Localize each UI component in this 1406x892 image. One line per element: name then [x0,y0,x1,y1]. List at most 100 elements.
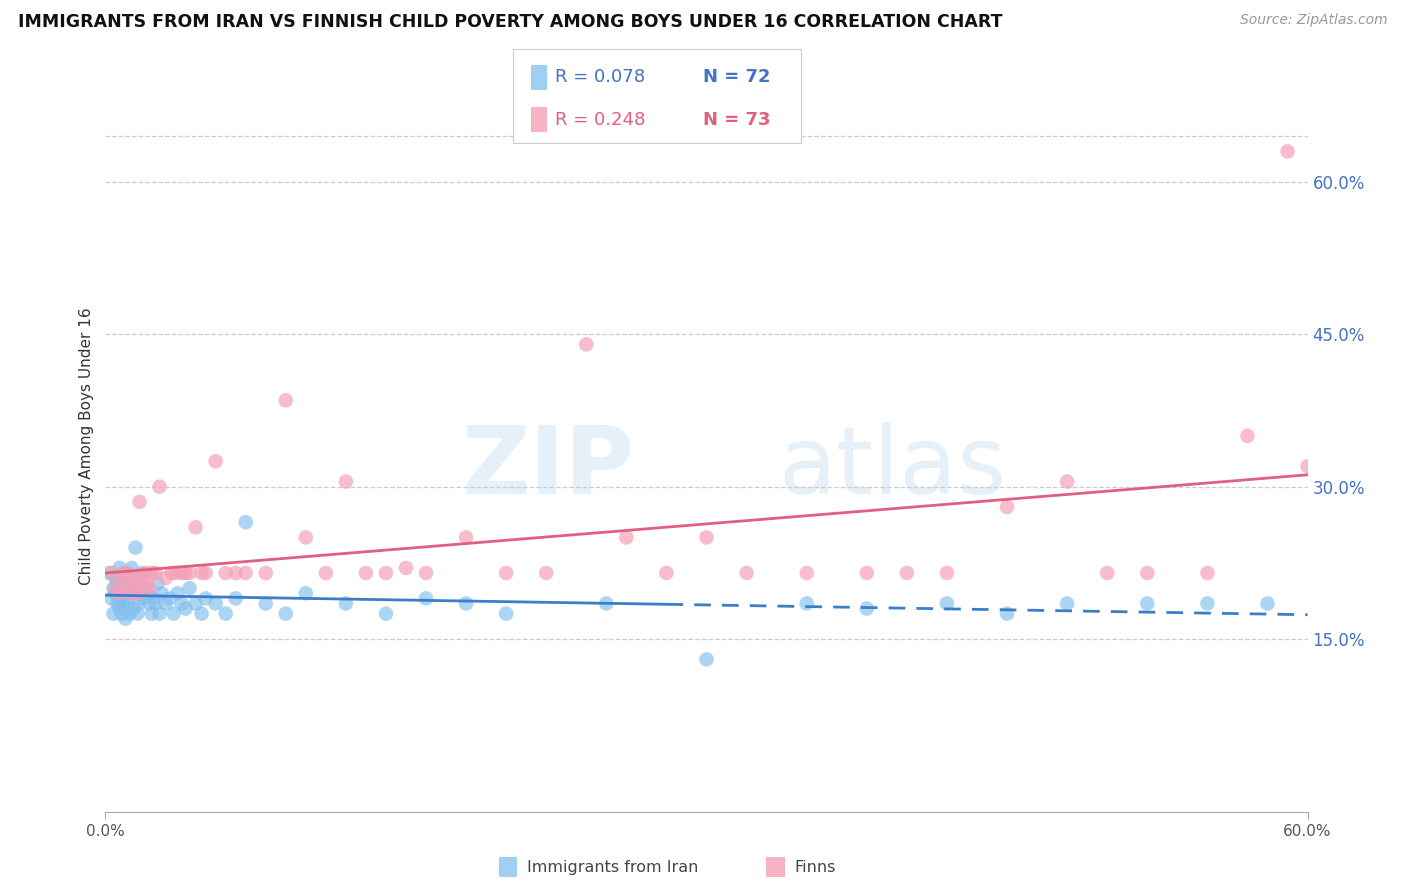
Point [295,530,318,544]
Point [131,571,153,585]
Point [315,566,337,580]
Point [534,566,557,580]
Point [114,586,136,600]
Point [124,576,146,591]
Point [110,607,132,621]
Point [335,475,357,489]
Text: Immigrants from Iran: Immigrants from Iran [527,860,699,874]
Point [165,566,187,580]
Text: IMMIGRANTS FROM IRAN VS FINNISH CHILD POVERTY AMONG BOYS UNDER 16 CORRELATION CH: IMMIGRANTS FROM IRAN VS FINNISH CHILD PO… [18,13,1002,31]
Point [108,561,131,575]
Point [112,597,135,611]
Text: R = 0.248: R = 0.248 [555,111,645,128]
Point [235,566,257,580]
Point [100,566,122,580]
Point [655,566,678,580]
Point [142,591,165,606]
Point [148,607,170,621]
Point [190,607,212,621]
Point [374,566,398,580]
Point [110,571,132,585]
Point [146,576,169,591]
Point [170,566,193,580]
Point [335,597,357,611]
Point [135,566,157,580]
Point [132,591,155,606]
Point [235,515,257,529]
Point [124,586,146,600]
Point [1056,475,1078,489]
Point [179,581,201,595]
Point [104,571,127,585]
Point [118,576,141,591]
Text: N = 73: N = 73 [703,111,770,128]
Point [395,561,418,575]
Point [118,571,141,585]
Text: Source: ZipAtlas.com: Source: ZipAtlas.com [1240,13,1388,28]
Point [114,612,136,626]
Point [108,586,131,600]
Point [735,566,758,580]
Text: R = 0.078: R = 0.078 [555,69,645,87]
Point [936,597,959,611]
Point [170,597,193,611]
Point [141,566,163,580]
Point [155,571,177,585]
Point [131,566,153,580]
Y-axis label: Child Poverty Among Boys Under 16: Child Poverty Among Boys Under 16 [79,307,94,585]
Point [995,607,1018,621]
Point [179,566,201,580]
Point [132,581,155,595]
Point [495,566,517,580]
Point [204,597,226,611]
Point [150,586,173,600]
Point [107,597,129,611]
Point [107,576,129,591]
Point [225,591,247,606]
Text: Finns: Finns [794,860,835,874]
Point [855,601,877,615]
Point [454,597,477,611]
Point [114,581,136,595]
Point [936,566,959,580]
Point [114,566,136,580]
Point [254,597,277,611]
Point [118,607,141,621]
Text: ZIP: ZIP [461,422,634,514]
Point [104,586,127,600]
Point [127,607,149,621]
Point [1136,597,1159,611]
Point [128,597,150,611]
Point [103,607,125,621]
Point [995,500,1018,514]
Point [117,566,139,580]
Point [1296,459,1319,474]
Point [1277,145,1299,159]
Point [274,393,297,408]
Point [98,566,121,580]
Point [896,566,918,580]
Point [1197,597,1219,611]
Point [194,566,217,580]
Point [194,591,217,606]
Point [122,571,145,585]
Point [254,566,277,580]
Point [148,480,170,494]
Point [162,607,184,621]
Text: N = 72: N = 72 [703,69,770,87]
Point [159,591,181,606]
Point [110,591,132,606]
Point [100,591,122,606]
Text: atlas: atlas [779,422,1007,514]
Point [274,607,297,621]
Point [595,597,617,611]
Point [121,586,143,600]
Point [145,566,167,580]
Point [128,495,150,509]
Point [160,566,183,580]
Point [184,520,207,534]
Point [136,586,159,600]
Point [855,566,877,580]
Point [796,566,818,580]
Point [141,607,163,621]
